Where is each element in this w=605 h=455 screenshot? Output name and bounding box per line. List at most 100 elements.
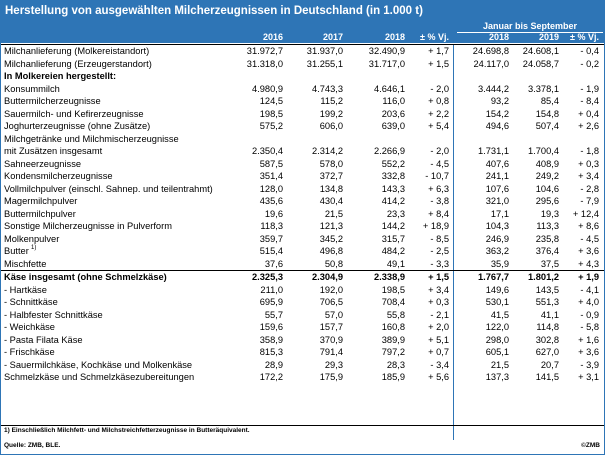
cell-value: 85,4: [540, 96, 559, 106]
cell-value: 2.304,9: [311, 272, 343, 282]
cell-value: - 0,2: [580, 58, 599, 69]
row-label: Sahneerzeugnisse: [4, 158, 82, 169]
cell-value: - 10,7: [425, 171, 449, 181]
cell-value: 408,9: [535, 158, 559, 169]
row-label: mit Zusätzen insgesamt: [4, 146, 103, 156]
cell-value: 116,0: [382, 96, 405, 106]
table-row: Sauermilch- und Kefirerzeugnisse 198,5 199…: [1, 108, 604, 121]
cell-value: - 3,3: [430, 258, 449, 269]
cell-value: 23,3: [386, 208, 405, 219]
cell-value: 122,0: [485, 322, 509, 332]
cell-value: 29,3: [324, 359, 343, 370]
table-row: In Molkereien hergestellt:: [1, 70, 604, 83]
cell-value: 141,5: [535, 372, 559, 382]
cell-value: + 0,3: [578, 158, 599, 169]
cell-value: 31.937,0: [306, 46, 343, 56]
row-label: Milchanlieferung (Molkereistandort): [4, 46, 150, 56]
cell-value: 695,9: [259, 297, 283, 307]
cell-value: 578,0: [319, 158, 343, 169]
cell-value: 332,8: [381, 171, 405, 181]
cell-value: 203,6: [381, 108, 405, 119]
cell-value: 32.490,9: [368, 46, 405, 56]
col-header-2018-ytd: 2018: [488, 32, 509, 42]
row-label: Sauermilch- und Kefirerzeugnisse: [4, 108, 144, 119]
cell-value: 211,0: [260, 284, 283, 295]
period-underline: [457, 32, 603, 33]
cell-value: 115,2: [320, 96, 343, 106]
cell-value: 706,5: [319, 297, 343, 307]
cell-value: 55,7: [264, 309, 283, 320]
cell-value: + 4,0: [578, 297, 599, 307]
row-label: In Molkereien hergestellt:: [4, 71, 117, 81]
cell-value: 358,9: [259, 334, 283, 345]
cell-value: 144,2: [381, 221, 405, 231]
cell-value: + 2,6: [578, 121, 599, 131]
cell-value: 1.767,7: [477, 272, 509, 282]
cell-value: 172,2: [259, 372, 283, 382]
cell-value: + 1,6: [578, 334, 599, 345]
cell-value: 2.350,4: [251, 146, 283, 156]
cell-value: 19,3: [540, 208, 559, 219]
table-row: Butter 1) 515,4 496,8 484,2- 2,5 363,2 376,4 + …: [4, 245, 599, 256]
cell-value: 389,9: [381, 334, 405, 345]
cell-value: 407,6: [485, 158, 509, 169]
cell-value: 154,2: [485, 108, 509, 119]
cell-value: 19,6: [264, 208, 283, 219]
cell-value: 28,3: [386, 359, 405, 370]
cell-value: + 3,6: [578, 347, 599, 357]
cell-value: + 18,9: [422, 221, 449, 231]
cell-value: 124,5: [259, 96, 283, 106]
cell-value: 376,4: [535, 246, 559, 256]
cell-value: 3.444,2: [477, 83, 509, 94]
copyright-note: ©ZMB: [581, 442, 600, 449]
table-row: - Halbfester Schnittkäse 55,7 57,0 55,8 - 2,…: [1, 309, 604, 322]
cell-value: 41,1: [540, 309, 559, 320]
cell-value: 198,5: [259, 108, 283, 119]
cell-value: - 3,8: [430, 196, 449, 206]
cell-value: - 3,9: [580, 359, 599, 370]
cell-value: 35,9: [490, 258, 509, 269]
table-row: - Weichkäse 159,6 157,7 160,8 + 2,0 122,0 114,…: [1, 321, 604, 334]
cell-value: 1.700,4: [527, 146, 559, 156]
cell-value: 2.266,9: [373, 146, 405, 156]
cell-value: 797,2: [381, 347, 405, 357]
cell-value: 241,1: [485, 171, 509, 181]
row-label: - Hartkäse: [4, 284, 47, 295]
row-label: - Weichkäse: [4, 322, 55, 332]
row-label: Schmelzkäse und Schmelzkäsezubereitungen: [4, 372, 195, 382]
cell-value: - 5,8: [580, 322, 599, 332]
cell-value: 435,6: [259, 196, 283, 206]
cell-value: 37,6: [264, 258, 283, 269]
cell-value: 359,7: [259, 233, 283, 244]
cell-value: 298,0: [485, 334, 509, 345]
cell-value: 507,4: [535, 121, 559, 131]
cell-value: + 1,9: [578, 272, 599, 282]
row-label: Magermilchpulver: [4, 196, 78, 206]
table-row: - Pasta Filata Käse 358,9 370,9 389,9 + 5,1 2…: [1, 334, 604, 347]
cell-value: + 1,5: [428, 272, 449, 282]
cell-value: 134,8: [319, 183, 343, 194]
column-header: Januar bis September 2016 2017 2018 ± % …: [1, 21, 604, 43]
row-label: Käse insgesamt (ohne Schmelzkäse): [4, 272, 167, 282]
cell-value: + 12,4: [572, 208, 599, 219]
cell-value: 587,5: [259, 158, 283, 169]
cell-value: 627,0: [535, 347, 559, 357]
cell-value: - 2,0: [430, 146, 449, 156]
col-header-2018: 2018: [384, 32, 405, 42]
table-row: Schmelzkäse und Schmelzkäsezubereitungen…: [1, 371, 604, 384]
cell-value: - 0,9: [580, 309, 599, 320]
cell-value: 37,5: [540, 258, 559, 269]
cell-value: - 3,4: [430, 359, 449, 370]
table-row: - Sauermilchkäse, Kochkäse und Molkenkäs…: [1, 359, 604, 372]
cell-value: 50,8: [324, 258, 343, 269]
cell-value: 321,0: [485, 196, 509, 206]
table-body: Milchanlieferung (Molkereistandort) 31.97…: [1, 44, 604, 384]
row-label: - Frischkäse: [4, 347, 55, 357]
cell-value: 246,9: [485, 233, 509, 244]
cell-value: + 3,4: [428, 284, 449, 295]
cell-value: 4.980,9: [251, 83, 283, 94]
table-row: Milchgetränke und Milchmischerzeugnisse: [1, 133, 604, 146]
cell-value: 345,2: [319, 233, 343, 244]
cell-value: 496,8: [319, 246, 343, 256]
cell-value: 185,9: [381, 372, 405, 382]
